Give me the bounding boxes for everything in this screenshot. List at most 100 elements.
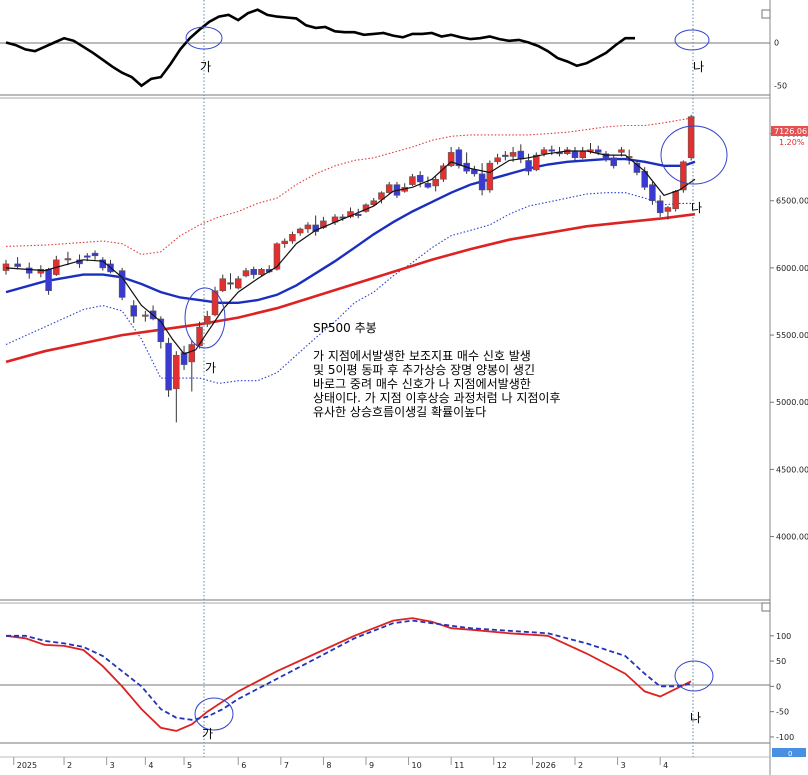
x-axis: 2025 2 3 4 5 6 7 8 9 10 11 12 2026 2 3 4	[13, 757, 668, 770]
x-tick-label: 2	[67, 761, 72, 770]
candle-body	[281, 240, 288, 244]
x-tick-label: 7	[284, 761, 289, 770]
candle	[385, 181, 393, 195]
x-tick-label: 11	[454, 761, 464, 770]
candle	[118, 267, 126, 301]
marker-ga-top: 가	[200, 60, 211, 74]
candle	[478, 163, 486, 196]
candle-body	[471, 169, 478, 175]
candle-body	[656, 200, 664, 214]
candle-body	[289, 234, 296, 242]
candle	[37, 265, 45, 278]
candle-body	[273, 243, 281, 270]
candle	[312, 215, 319, 236]
candle-body	[602, 153, 610, 160]
candle-body	[548, 149, 556, 152]
candle-body	[157, 318, 165, 343]
candle-body	[594, 149, 602, 153]
candle	[486, 160, 494, 193]
candle-body	[118, 270, 126, 298]
candle	[242, 267, 250, 278]
candle	[204, 310, 211, 328]
signal-circle-ga-price	[184, 287, 226, 349]
candle	[649, 181, 656, 205]
candle	[165, 337, 172, 397]
x-tick-label: 3	[110, 761, 115, 770]
candle-body	[649, 184, 656, 201]
candle	[91, 250, 99, 260]
bottom-ytick-label: -100	[776, 733, 794, 742]
candle-body	[540, 149, 548, 154]
candle-body	[180, 352, 188, 365]
candle-body	[416, 174, 424, 183]
annotation-line-2: 및 5이평 동파 후 추가상승 장명 양봉이 생긴	[313, 363, 535, 377]
price-ytick-label: 4000.00	[776, 533, 808, 542]
price-ytick-label: 6000.00	[776, 264, 808, 273]
candle	[664, 206, 672, 220]
top-ytick-label: 0	[774, 39, 779, 48]
candle-body	[188, 344, 196, 363]
x-tick-label: 4	[148, 761, 153, 770]
candle-body	[424, 183, 432, 188]
x-tick-label: 2025	[17, 761, 37, 770]
x-tick-label: 12	[497, 761, 507, 770]
candlesticks	[2, 114, 695, 423]
x-tick-label: 6	[241, 761, 246, 770]
ma5-line	[5, 150, 696, 355]
candle	[234, 275, 242, 290]
candle	[370, 198, 377, 207]
candle-body	[25, 267, 33, 274]
bottom-oscillator-red-line	[5, 617, 692, 732]
candle-body	[165, 342, 172, 391]
candle-body	[296, 228, 304, 234]
price-panel: 7000.006500.006000.005500.005000.004500.…	[2, 114, 808, 542]
candle	[64, 251, 72, 266]
candle-body	[219, 278, 227, 291]
candle	[188, 340, 196, 392]
top-oscillator-panel: 0 -50	[0, 8, 787, 91]
signal-circle-ga-top	[185, 26, 223, 50]
bottom-oscillator-panel: 100 50 0 -50 -100	[0, 602, 794, 742]
candle	[2, 259, 10, 275]
candle-body	[486, 162, 494, 191]
candle-body	[502, 154, 509, 157]
price-ytick-label: 5000.00	[776, 398, 808, 407]
marker-na-top: 나	[693, 60, 704, 74]
candle	[45, 267, 52, 295]
signal-circle-na-bottom	[674, 660, 714, 692]
candle-body	[45, 268, 52, 291]
candle-body	[204, 316, 211, 325]
candle-body	[378, 192, 385, 200]
candle-body	[37, 268, 45, 274]
candle-body	[385, 184, 393, 193]
marker-na-bottom: 나	[690, 711, 701, 725]
candle-body	[211, 290, 219, 316]
candle	[296, 227, 304, 236]
candle-body	[409, 176, 416, 185]
marker-ga-bottom: 가	[202, 727, 213, 741]
bottom-ytick-label: 100	[776, 632, 791, 641]
candle-body	[440, 165, 447, 180]
candle	[687, 114, 695, 161]
candle-body	[687, 116, 695, 159]
ma20-line	[5, 157, 696, 304]
candle	[250, 266, 257, 279]
x-tick-label: 9	[369, 761, 374, 770]
candle-body	[571, 150, 579, 159]
candle-body	[130, 305, 137, 317]
panel-expand-icon[interactable]	[761, 9, 771, 19]
candle	[378, 191, 385, 204]
zoom-indicator-label: 0	[788, 750, 792, 758]
candle	[656, 195, 664, 217]
candle	[610, 155, 617, 169]
zoom-indicator[interactable]	[772, 748, 806, 757]
candle	[432, 176, 439, 192]
x-tick-label: 2026	[535, 761, 555, 770]
signal-circle-na-top	[674, 29, 710, 51]
panel-collapse-icon[interactable]	[761, 602, 771, 612]
candle	[180, 345, 188, 370]
price-ytick-label: 6500.00	[776, 197, 808, 206]
candle-body	[533, 154, 540, 171]
candle	[130, 300, 137, 323]
x-tick-label: 3	[621, 761, 626, 770]
